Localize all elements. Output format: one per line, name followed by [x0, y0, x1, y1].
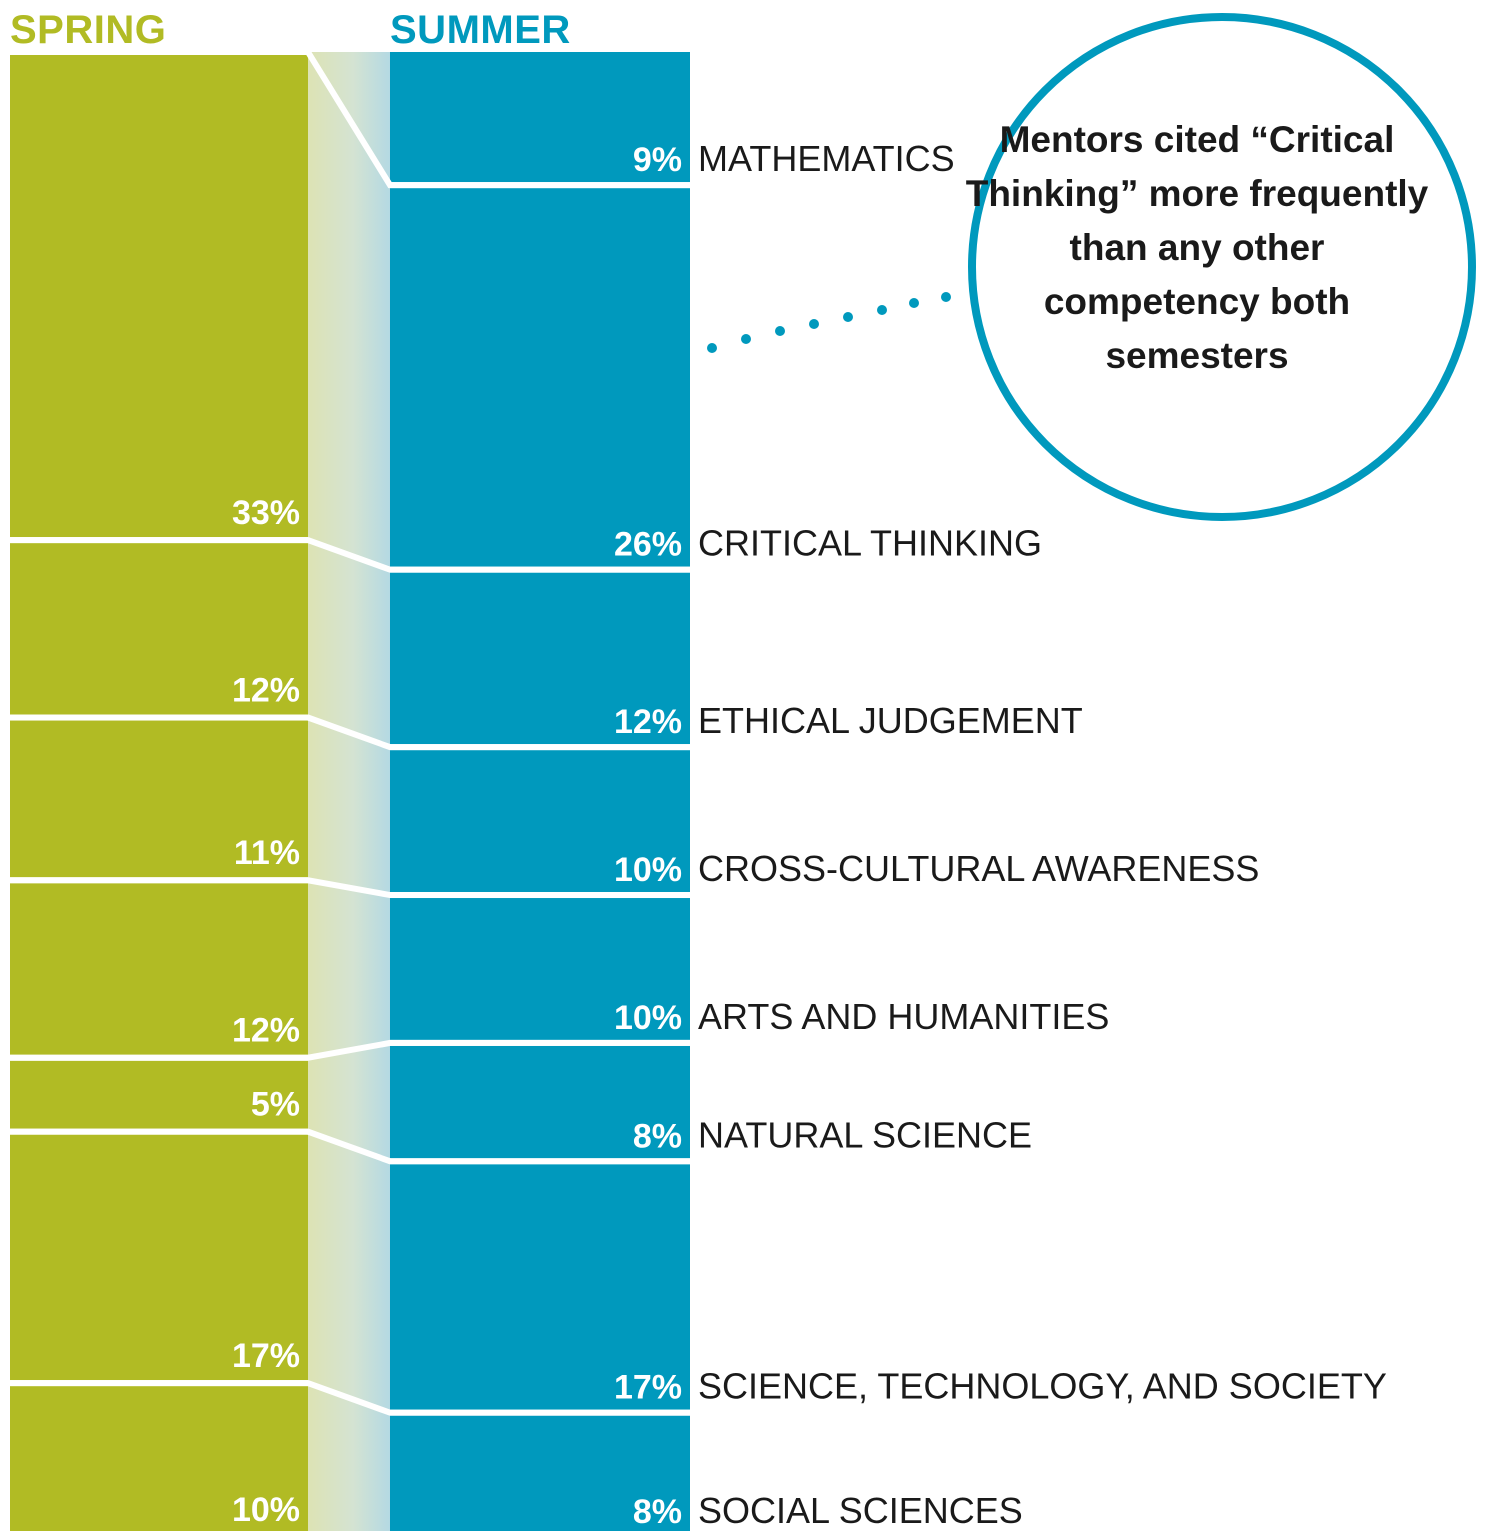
summer-bar-segment — [390, 1415, 690, 1531]
spring-value-label: 11% — [234, 834, 300, 872]
spring-bar-segment — [10, 883, 308, 1055]
spring-bar-segment — [10, 1134, 308, 1381]
summer-header: SUMMER — [390, 8, 571, 52]
spring-header: SPRING — [10, 8, 167, 52]
segment-divider — [10, 537, 690, 573]
segment-divider — [10, 877, 690, 899]
summer-bar-segment — [390, 188, 690, 567]
summer-bar-segment — [390, 1164, 690, 1410]
category-label: ARTS AND HUMANITIES — [698, 996, 1109, 1037]
summer-value-label: 8% — [633, 1117, 682, 1155]
callout-bubble: Mentors cited “Critical Thinking” more f… — [952, 0, 1442, 516]
segment-divider — [10, 1380, 690, 1416]
callout-text: Mentors cited “Critical Thinking” more f… — [965, 119, 1429, 376]
callout-ring — [968, 13, 1476, 521]
summer-bar-segment — [390, 898, 690, 1040]
summer-bar-segment — [390, 572, 690, 745]
leader-dot — [707, 343, 717, 353]
spring-value-label: 12% — [232, 1012, 300, 1050]
leader-dot — [909, 298, 919, 308]
summer-value-label: 12% — [614, 703, 682, 741]
spring-value-label: 17% — [232, 1337, 300, 1375]
leader-dot — [877, 305, 887, 315]
category-label: SOCIAL SCIENCES — [698, 1490, 1023, 1531]
spring-bar-segment — [10, 1060, 308, 1129]
leader-dot — [941, 292, 951, 302]
segment-divider — [10, 1128, 690, 1165]
summer-value-label: 9% — [633, 141, 682, 179]
summer-bar-segment — [390, 750, 690, 893]
segment-divider — [10, 1039, 690, 1061]
summer-value-label: 8% — [633, 1493, 682, 1531]
spring-value-label: 5% — [251, 1086, 300, 1124]
spring-value-label: 12% — [232, 672, 300, 710]
spring-bar-segment — [10, 720, 308, 878]
spring-bar-segment — [10, 55, 308, 538]
spring-bar-segment — [10, 1386, 308, 1531]
leader-dot — [741, 334, 751, 344]
summer-value-label: 10% — [614, 999, 682, 1037]
category-label: NATURAL SCIENCE — [698, 1114, 1032, 1155]
spring-bar-segment — [10, 543, 308, 715]
segment-divider — [10, 49, 690, 189]
category-label: CRITICAL THINKING — [698, 523, 1042, 564]
leader-dot — [843, 312, 853, 322]
connector-band — [308, 52, 390, 1531]
summer-bar-segment — [390, 1045, 690, 1159]
summer-value-label: 17% — [614, 1369, 682, 1407]
spring-value-label: 10% — [232, 1491, 300, 1529]
leader-dot — [775, 326, 785, 336]
spring-value-label: 33% — [232, 494, 300, 532]
category-label: ETHICAL JUDGEMENT — [698, 700, 1083, 741]
category-label: MATHEMATICS — [698, 138, 955, 179]
category-label: CROSS-CULTURAL AWARENESS — [698, 848, 1259, 889]
summer-value-label: 26% — [614, 526, 682, 564]
segment-divider — [10, 714, 690, 751]
summer-bar-segment — [390, 52, 690, 183]
summer-value-label: 10% — [614, 851, 682, 889]
category-label: SCIENCE, TECHNOLOGY, AND SOCIETY — [698, 1366, 1387, 1407]
leader-dot — [809, 319, 819, 329]
